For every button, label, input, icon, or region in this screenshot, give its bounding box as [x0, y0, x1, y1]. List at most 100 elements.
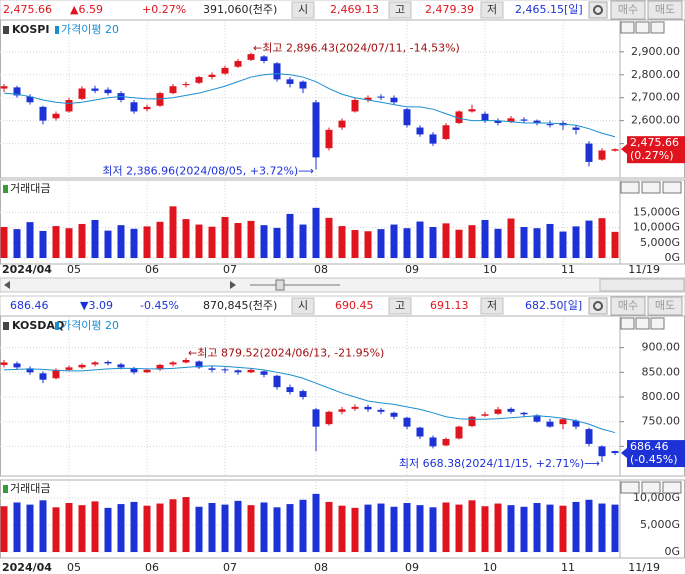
- quote-field: 690.45: [335, 299, 374, 312]
- candle-body: [351, 406, 359, 409]
- trade-button[interactable]: [647, 296, 683, 316]
- quote-field: 고: [395, 3, 405, 16]
- candle-body: [585, 429, 593, 444]
- volume-bar: [78, 223, 86, 258]
- volume-bar: [364, 231, 372, 258]
- quote-field: ▼3.09: [80, 299, 113, 312]
- y-tick-label: 2,800.00: [631, 68, 680, 81]
- candle-body: [286, 79, 294, 84]
- volume-bar: [130, 501, 138, 552]
- candle-body: [611, 149, 619, 151]
- trade-button[interactable]: [610, 0, 646, 20]
- volume-bar: [390, 224, 398, 258]
- x-tick-label: 2024/04: [2, 561, 52, 574]
- volume-bar: [182, 497, 190, 552]
- candle-body: [104, 361, 112, 364]
- volume-bar: [559, 231, 567, 258]
- candle-body: [455, 426, 463, 439]
- volume-bar: [286, 213, 294, 258]
- candle-body: [234, 61, 242, 67]
- candle-body: [273, 375, 281, 388]
- volume-bar: [403, 503, 411, 552]
- volume-bar: [26, 504, 34, 552]
- volume-bar: [559, 505, 567, 552]
- panel-button[interactable]: [620, 181, 640, 194]
- volume-bar: [0, 226, 8, 258]
- volume-bar: [195, 506, 203, 552]
- candle-body: [13, 87, 21, 96]
- candle-body: [598, 446, 606, 457]
- y-tick-label: 750.00: [642, 415, 681, 428]
- candle-body: [507, 118, 515, 122]
- y-tick-label: 0G: [664, 545, 680, 558]
- quote-field-box: [291, 297, 315, 315]
- panel-button[interactable]: [620, 481, 640, 494]
- volume-bar: [117, 504, 125, 552]
- volume-bar: [143, 226, 151, 258]
- volume-bar: [0, 506, 8, 552]
- volume-bar: [299, 224, 307, 258]
- panel-button[interactable]: [650, 21, 665, 34]
- candle-body: [572, 420, 580, 427]
- last-price-box: [627, 136, 685, 164]
- volume-bar: [338, 226, 346, 258]
- quote-field: 870,845(천주): [203, 298, 277, 312]
- panel-button[interactable]: [620, 21, 635, 34]
- volume-bar: [195, 224, 203, 258]
- volume-bar: [221, 504, 229, 552]
- last-change: (-0.45%): [630, 453, 678, 466]
- moving-average-line: [3, 365, 616, 434]
- low-annotation: 최저 2,386.96(2024/08/05, +3.72%)⟶: [102, 165, 314, 178]
- x-tick-label: 11: [561, 263, 575, 276]
- volume-bar: [221, 216, 229, 258]
- trade-button[interactable]: [610, 296, 646, 316]
- candle-body: [390, 97, 398, 103]
- panel-button[interactable]: [662, 481, 682, 494]
- volume-bar: [65, 228, 73, 258]
- candle-body: [429, 437, 437, 447]
- panel-button[interactable]: [662, 181, 682, 194]
- panel-button[interactable]: [641, 181, 661, 194]
- panel-button[interactable]: [641, 481, 661, 494]
- volume-bar: [351, 230, 359, 258]
- volume-bar: [260, 225, 268, 258]
- quote-field: 저: [487, 299, 497, 312]
- volume-bar: [403, 228, 411, 258]
- candle-body: [260, 371, 268, 375]
- legend-icon: [55, 26, 59, 34]
- panel-button[interactable]: [635, 317, 650, 330]
- settings-icon: [593, 5, 603, 15]
- candle-body: [39, 373, 47, 380]
- candle-body: [117, 364, 125, 368]
- candle-body: [143, 369, 151, 373]
- trade-button[interactable]: [647, 0, 683, 20]
- y-tick-label: 15,000G: [633, 205, 680, 218]
- x-tick-label: 07: [223, 263, 237, 276]
- x-tick-label: 09: [405, 561, 419, 574]
- quote-field: 시: [298, 299, 308, 312]
- candle-body: [442, 438, 450, 446]
- last-change: (0.27%): [630, 149, 674, 162]
- scroll-thumb[interactable]: [275, 279, 285, 291]
- candle-body: [208, 74, 216, 78]
- panel-button[interactable]: [620, 317, 635, 330]
- high-annotation: ←최고 2,896.43(2024/07/11, -14.53%): [253, 42, 460, 55]
- volume-bar: [208, 226, 216, 258]
- panel-button[interactable]: [635, 21, 650, 34]
- settings-button[interactable]: [588, 297, 608, 315]
- y-tick-label: 10,000G: [633, 221, 680, 234]
- panel-button[interactable]: [650, 317, 665, 330]
- settings-button[interactable]: [588, 1, 608, 19]
- legend-icon: [3, 185, 8, 193]
- volume-bar: [13, 502, 21, 552]
- candle-body: [403, 109, 411, 126]
- volume-bar: [507, 505, 515, 552]
- volume-bar: [52, 507, 60, 552]
- candle-body: [65, 367, 73, 370]
- volume-bar: [494, 503, 502, 552]
- volume-bar: [104, 507, 112, 552]
- quote-field: 시: [298, 3, 308, 16]
- x-tick-label: 05: [67, 263, 81, 276]
- last-price: 686.46: [630, 440, 669, 453]
- volume-bar: [390, 506, 398, 552]
